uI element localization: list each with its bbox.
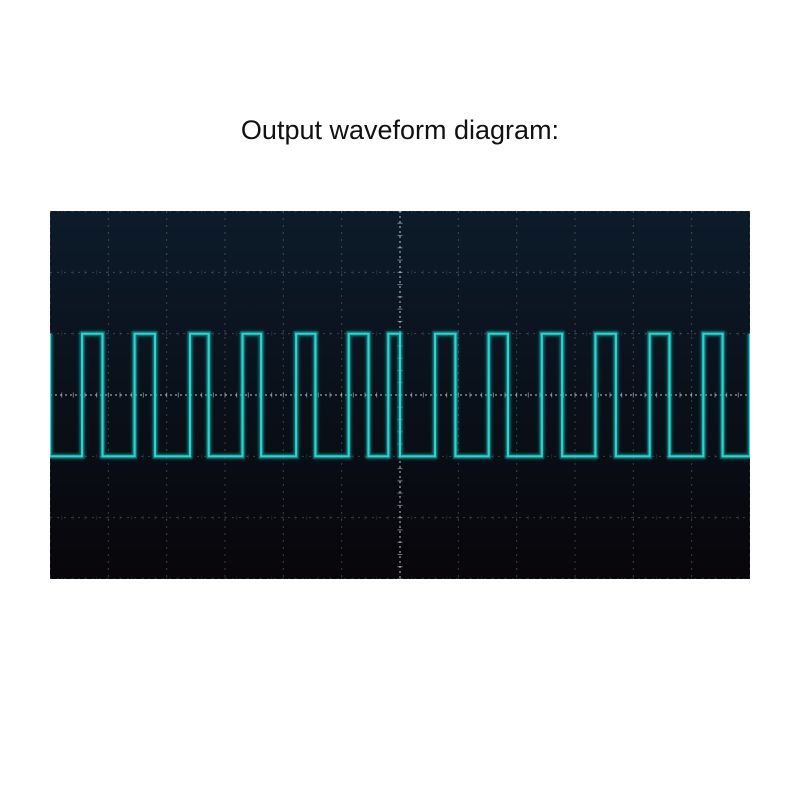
oscilloscope-svg xyxy=(50,211,750,579)
figure-title: Output waveform diagram: xyxy=(241,115,559,146)
oscilloscope-display xyxy=(50,211,750,579)
